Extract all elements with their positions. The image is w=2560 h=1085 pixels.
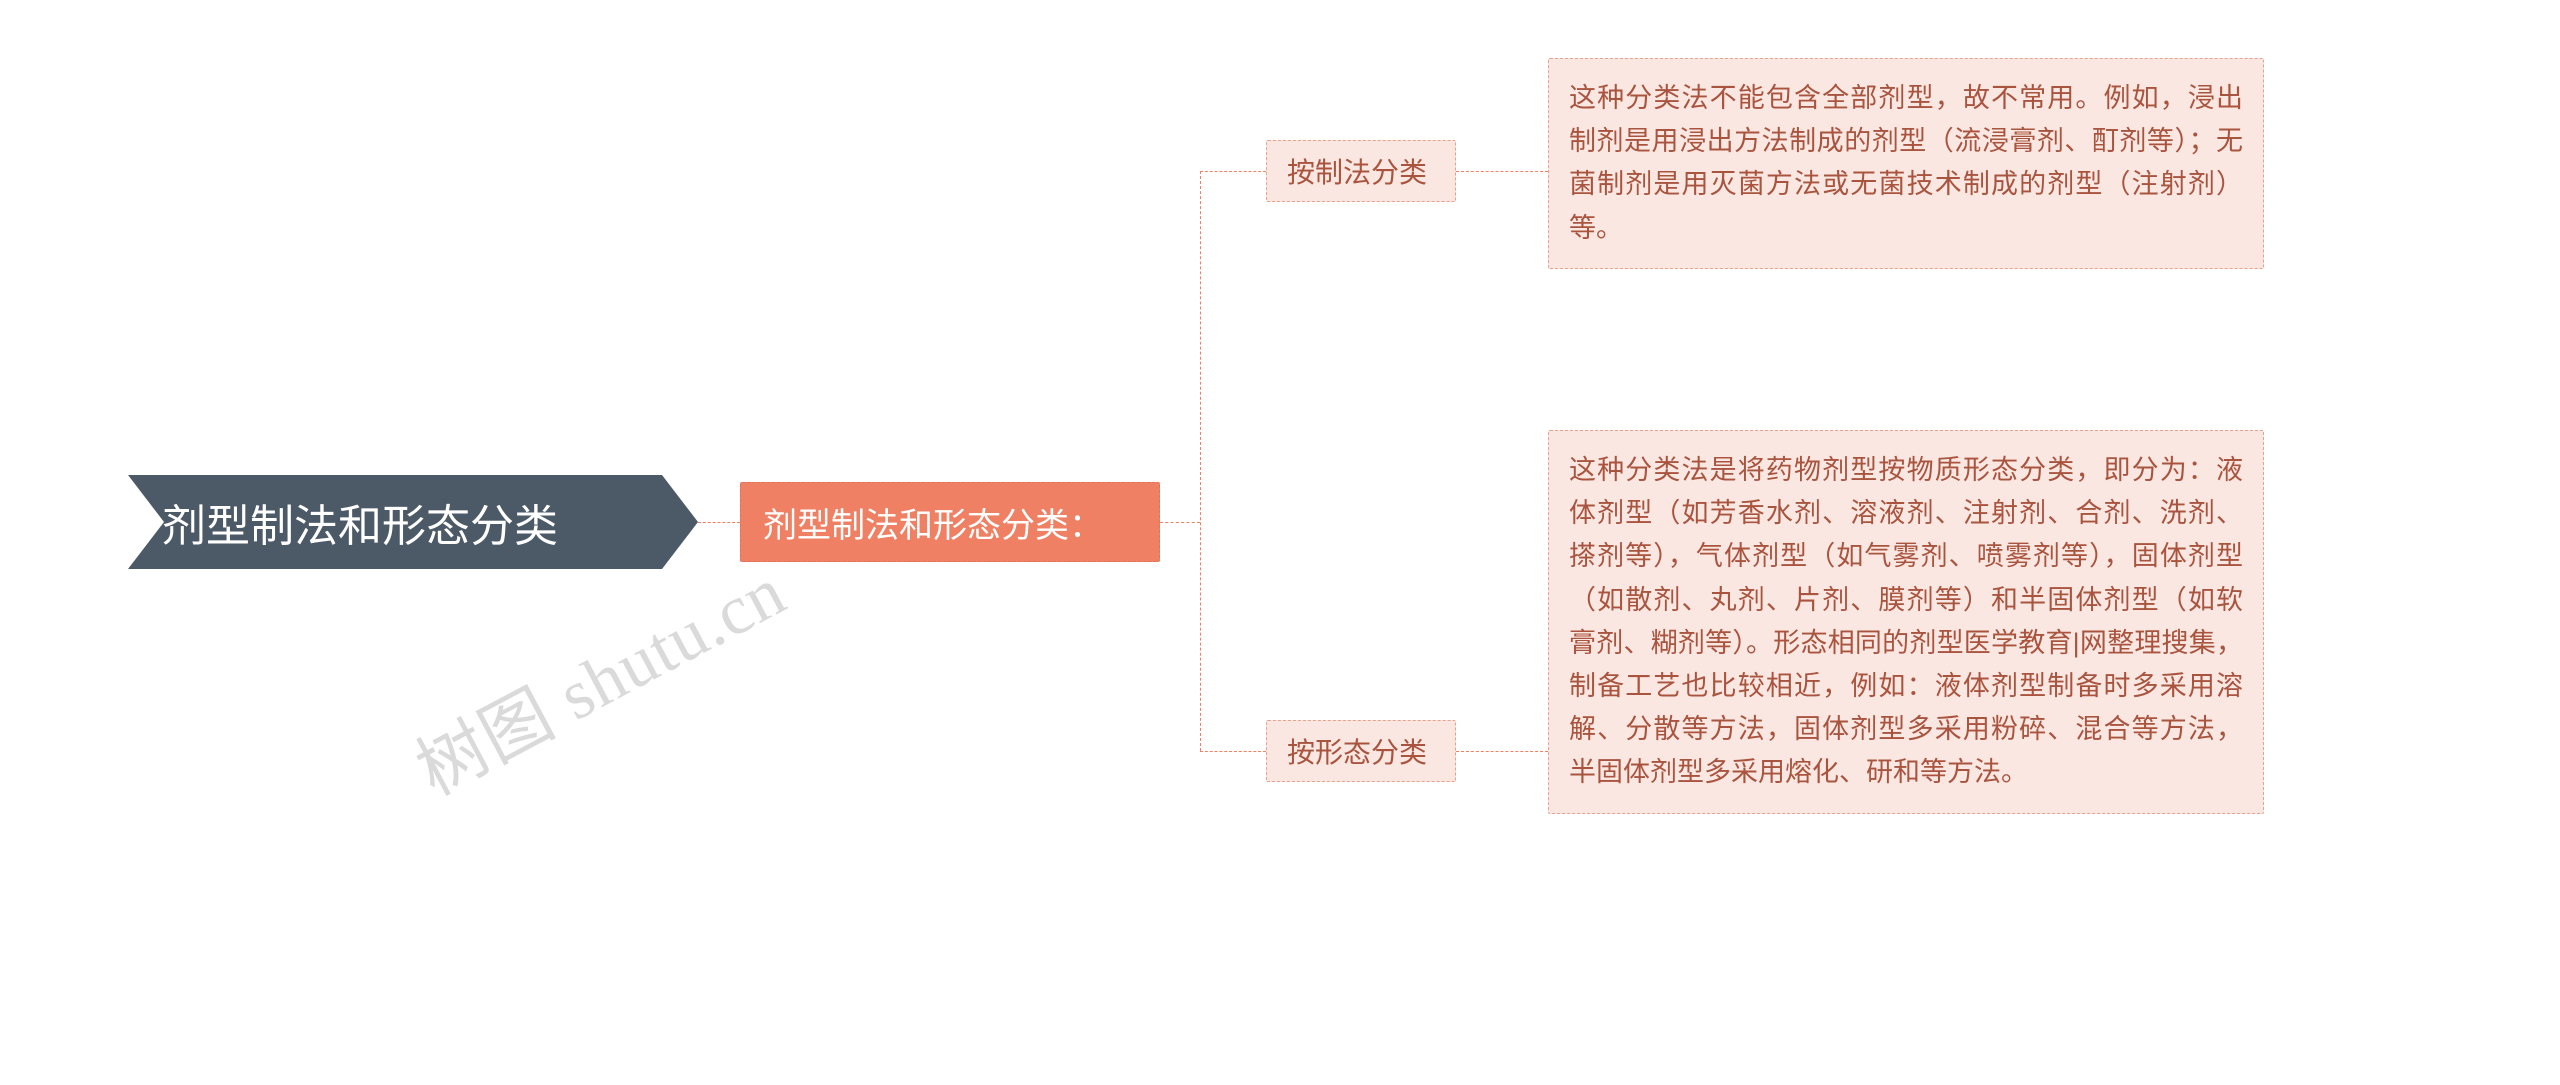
level1-node-label: 剂型制法和形态分类： [763,498,1103,547]
level2-node-method-label: 按制法分类 [1287,151,1427,191]
connector-l2a-h [1200,171,1266,172]
leaf-node-form-desc: 这种分类法是将药物剂型按物质形态分类，即分为：液体剂型（如芳香水剂、溶液剂、注射… [1548,430,2264,814]
leaf-node-form-text: 这种分类法是将药物剂型按物质形态分类，即分为：液体剂型（如芳香水剂、溶液剂、注射… [1569,455,2243,787]
root-node: 剂型制法和形态分类 [128,475,698,569]
connector-root-l1 [698,522,740,523]
watermark-left: 树图 shutu.cn [396,536,800,815]
leaf-node-method-desc: 这种分类法不能包含全部剂型，故不常用。例如，浸出制剂是用浸出方法制成的剂型（流浸… [1548,58,2264,269]
level2-node-method: 按制法分类 [1266,140,1456,202]
root-node-label: 剂型制法和形态分类 [162,490,558,554]
connector-l2a-leaf [1456,171,1548,172]
connector-l2b-h [1200,751,1266,752]
connector-l1-stub [1160,522,1200,523]
level1-node: 剂型制法和形态分类： [740,482,1160,562]
mindmap-canvas: 树图 shutu.cn 树图 shutu.cn 剂型制法和形态分类 剂型制法和形… [0,0,2560,1085]
leaf-node-method-text: 这种分类法不能包含全部剂型，故不常用。例如，浸出制剂是用浸出方法制成的剂型（流浸… [1569,83,2243,243]
connector-l1-vertical [1200,171,1201,751]
level2-node-form: 按形态分类 [1266,720,1456,782]
connector-l2b-leaf [1456,751,1548,752]
level2-node-form-label: 按形态分类 [1287,731,1427,771]
